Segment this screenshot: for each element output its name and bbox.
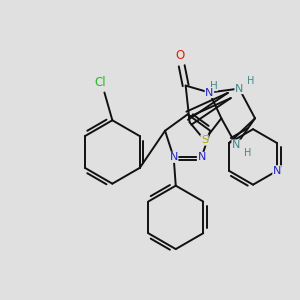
- Text: N: N: [205, 88, 214, 98]
- Text: N: N: [232, 140, 240, 150]
- Text: N: N: [169, 152, 178, 162]
- Text: S: S: [201, 135, 208, 145]
- Text: N: N: [235, 84, 243, 94]
- Text: Cl: Cl: [95, 76, 106, 89]
- Text: O: O: [175, 50, 184, 62]
- Text: H: H: [244, 148, 252, 158]
- Text: N: N: [197, 152, 206, 162]
- Text: H: H: [248, 76, 255, 85]
- Text: N: N: [273, 166, 281, 176]
- Text: H: H: [209, 81, 217, 91]
